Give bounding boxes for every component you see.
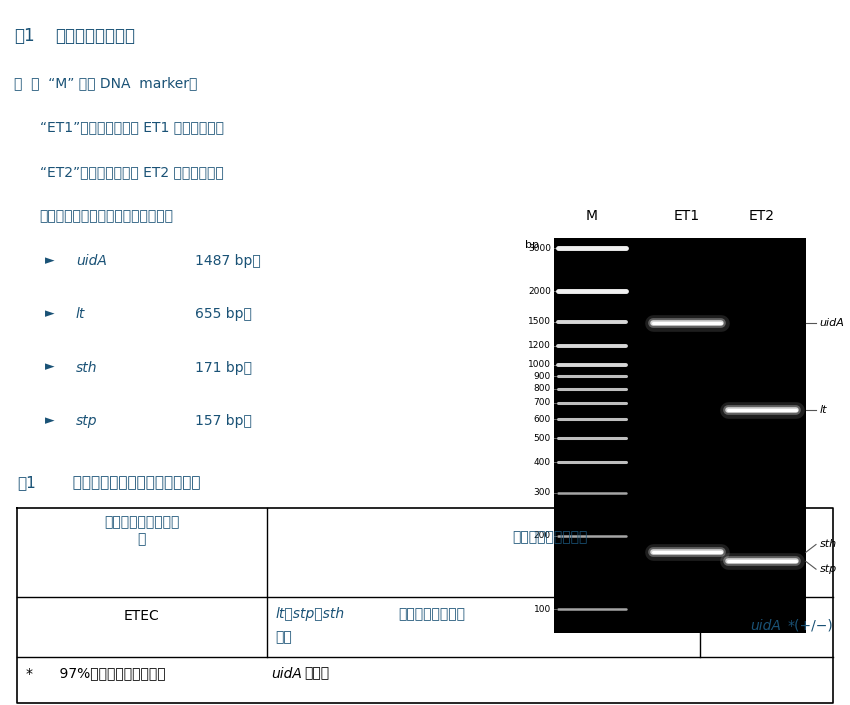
Text: 1487 bp；: 1487 bp； bbox=[196, 254, 261, 268]
Text: 700: 700 bbox=[534, 398, 551, 407]
Text: 表1: 表1 bbox=[17, 475, 36, 490]
Text: 1000: 1000 bbox=[528, 360, 551, 369]
Text: lt: lt bbox=[76, 307, 85, 321]
Text: stp: stp bbox=[819, 564, 836, 574]
Text: 3000: 3000 bbox=[528, 244, 551, 253]
Text: M: M bbox=[586, 209, 598, 223]
Text: uidA: uidA bbox=[750, 619, 781, 632]
Text: 致泻大肠埃希氏菌类
别: 致泻大肠埃希氏菌类 别 bbox=[104, 515, 179, 546]
Text: ►: ► bbox=[45, 254, 54, 267]
Text: 300: 300 bbox=[534, 488, 551, 497]
Text: ET1: ET1 bbox=[674, 209, 700, 223]
Text: uidA: uidA bbox=[76, 254, 107, 268]
Text: ►: ► bbox=[45, 307, 54, 320]
Text: 2000: 2000 bbox=[528, 287, 551, 296]
Text: 400: 400 bbox=[534, 458, 551, 467]
Text: 反应产物目标条带与型别对照表: 反应产物目标条带与型别对照表 bbox=[63, 475, 200, 490]
Text: *(+/−): *(+/−) bbox=[787, 619, 833, 632]
Text: 图1: 图1 bbox=[14, 27, 34, 45]
Text: 800: 800 bbox=[534, 384, 551, 393]
Text: lt: lt bbox=[819, 405, 827, 415]
Text: lt，stp，sth: lt，stp，sth bbox=[275, 607, 344, 620]
Text: 600: 600 bbox=[534, 415, 551, 424]
Text: “ET1”表示冻干粉试剂 ET1 阳性对照结果: “ET1”表示冻干粉试剂 ET1 阳性对照结果 bbox=[40, 121, 224, 135]
Text: *: * bbox=[26, 667, 32, 680]
Text: 所涉及的基因扩增产物长度分别为：: 所涉及的基因扩增产物长度分别为： bbox=[40, 209, 173, 223]
Text: 注  ：  “M” 表示 DNA  marker；: 注 ： “M” 表示 DNA marker； bbox=[14, 76, 197, 90]
Text: 阳性。: 阳性。 bbox=[304, 667, 329, 680]
Text: bp: bp bbox=[525, 240, 539, 250]
Text: sth: sth bbox=[819, 539, 836, 549]
Text: ET2: ET2 bbox=[749, 209, 774, 223]
Text: ETEC: ETEC bbox=[124, 609, 160, 623]
Text: 171 bp；: 171 bp； bbox=[196, 360, 252, 374]
Text: sth: sth bbox=[76, 360, 98, 374]
Text: ►: ► bbox=[45, 414, 54, 427]
Text: 阳性对照反应产物: 阳性对照反应产物 bbox=[55, 27, 135, 45]
Text: 中一条或一条以上: 中一条或一条以上 bbox=[399, 607, 465, 620]
Text: stp: stp bbox=[76, 414, 98, 428]
Text: 1500: 1500 bbox=[528, 317, 551, 326]
Text: 97%以上大肠埃希氏菌为: 97%以上大肠埃希氏菌为 bbox=[42, 667, 170, 680]
Text: 100: 100 bbox=[534, 605, 551, 614]
Text: 1200: 1200 bbox=[528, 341, 551, 350]
Text: 阳性: 阳性 bbox=[275, 631, 292, 644]
Text: 500: 500 bbox=[534, 434, 551, 443]
FancyBboxPatch shape bbox=[554, 238, 806, 633]
Text: 655 bp；: 655 bp； bbox=[196, 307, 252, 321]
Text: 200: 200 bbox=[534, 531, 551, 540]
Text: uidA: uidA bbox=[819, 318, 844, 328]
Text: 目标条带的种类组合: 目标条带的种类组合 bbox=[513, 530, 587, 544]
Text: “ET2”表示冻干粉试剂 ET2 阳性对照结果: “ET2”表示冻干粉试剂 ET2 阳性对照结果 bbox=[40, 165, 224, 179]
Text: ►: ► bbox=[45, 360, 54, 374]
Text: uidA: uidA bbox=[271, 667, 302, 680]
Text: 900: 900 bbox=[534, 372, 551, 381]
Text: 157 bp。: 157 bp。 bbox=[196, 414, 252, 428]
